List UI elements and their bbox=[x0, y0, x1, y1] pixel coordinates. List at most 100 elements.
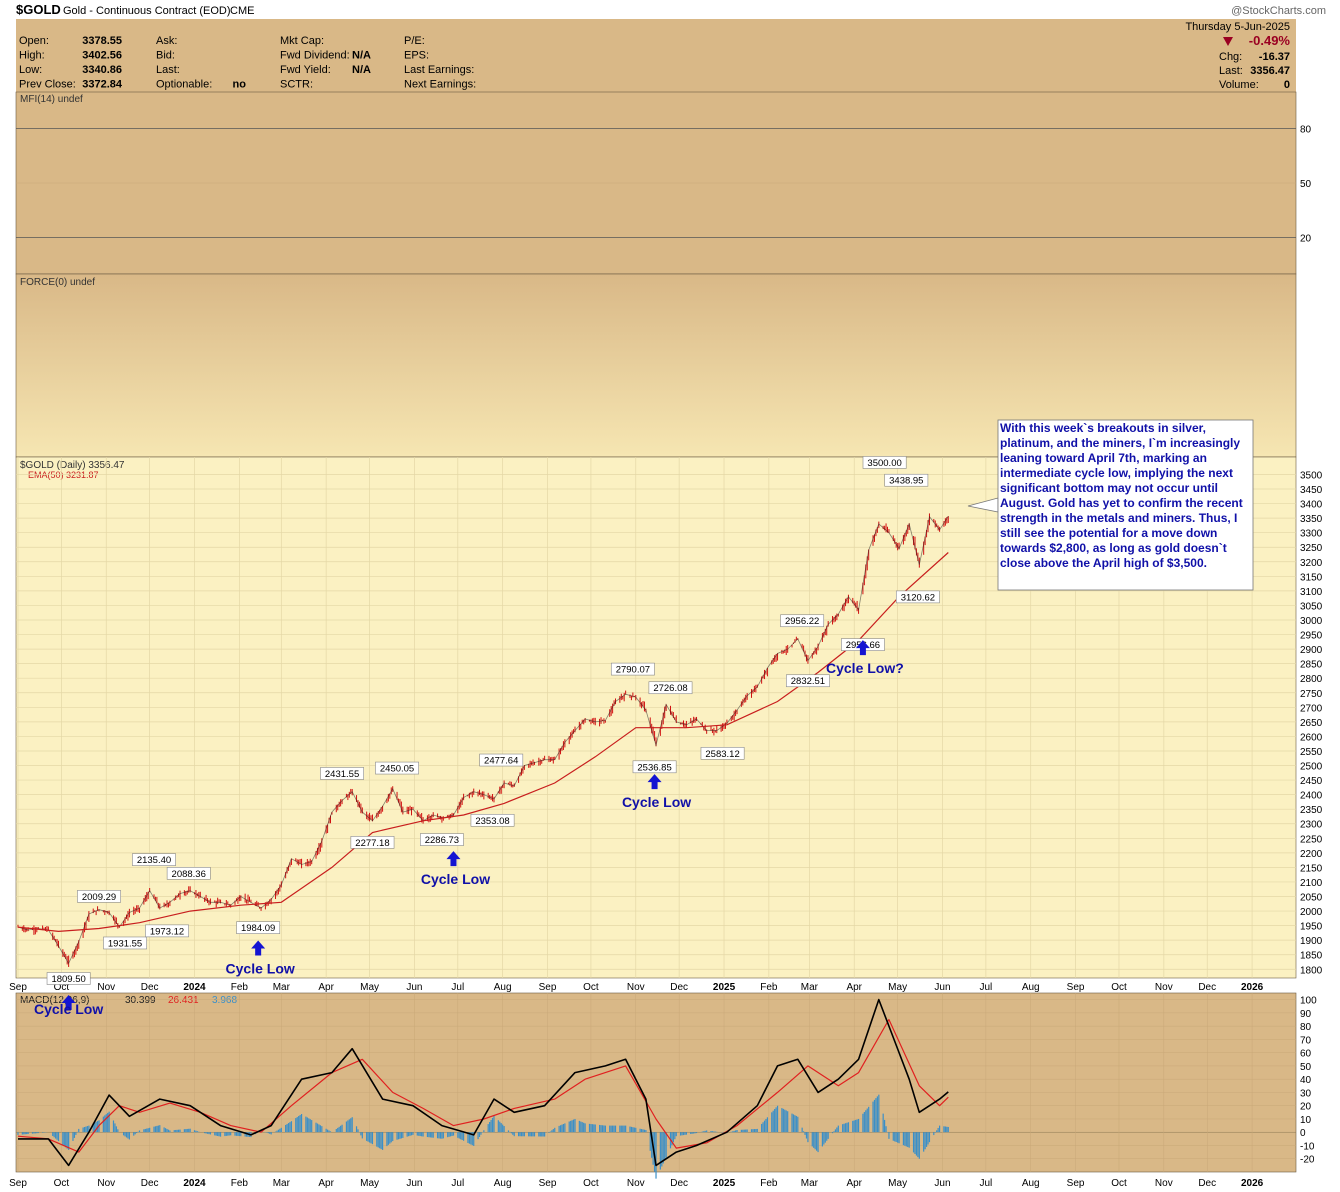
x-tick-label: Dec bbox=[670, 982, 688, 993]
x-tick-label: Sep bbox=[539, 982, 557, 993]
price-tick-label: 2250 bbox=[1300, 834, 1323, 845]
macd-x-tick-label: Aug bbox=[1022, 1178, 1040, 1189]
brand-logo: @StockCharts.com bbox=[1231, 5, 1326, 17]
macd-x-tick-label: Dec bbox=[670, 1178, 688, 1189]
price-label-text: 2790.07 bbox=[616, 665, 650, 676]
price-label-box bbox=[700, 747, 745, 760]
x-tick-label: Dec bbox=[141, 982, 159, 993]
quote-value: no bbox=[233, 79, 247, 91]
macd-x-tick-label: Nov bbox=[1155, 1178, 1173, 1189]
quote-value: N/A bbox=[352, 64, 371, 76]
chg-label: Chg: bbox=[1219, 51, 1242, 63]
price-tick-label: 2850 bbox=[1300, 660, 1323, 671]
macd-tick-label: 90 bbox=[1300, 1009, 1312, 1020]
price-label-text: 2088.36 bbox=[172, 869, 206, 880]
price-tick-label: 1800 bbox=[1300, 965, 1323, 976]
force-title: FORCE(0) undef bbox=[20, 277, 95, 288]
price-label-box bbox=[780, 614, 825, 628]
price-label-text: 2135.40 bbox=[137, 855, 171, 866]
up-arrow-icon bbox=[647, 774, 662, 790]
price-label-box bbox=[375, 761, 419, 775]
price-label-box bbox=[610, 662, 655, 676]
macd-tick-label: 30 bbox=[1300, 1088, 1312, 1099]
price-label-text: 2431.55 bbox=[325, 769, 359, 780]
x-tick-label: Dec bbox=[1198, 982, 1216, 993]
macd-tick-label: 10 bbox=[1300, 1115, 1312, 1126]
price-tick-label: 2450 bbox=[1300, 776, 1323, 787]
x-tick-label: May bbox=[360, 982, 379, 993]
x-tick-label: May bbox=[888, 982, 907, 993]
macd-x-tick-label: Feb bbox=[231, 1178, 249, 1189]
x-tick-label: Aug bbox=[494, 982, 512, 993]
up-arrow-icon bbox=[251, 940, 266, 956]
macd-series bbox=[17, 998, 949, 1179]
contract-name: Gold - Continuous Contract (EOD) bbox=[63, 5, 231, 17]
up-arrow-icon bbox=[446, 851, 461, 867]
quote-label: Fwd Dividend: bbox=[280, 50, 350, 62]
price-tick-label: 2100 bbox=[1300, 878, 1323, 889]
price-tick-label: 2800 bbox=[1300, 674, 1323, 685]
price-tick-label: 3300 bbox=[1300, 529, 1323, 540]
price-label-box bbox=[320, 767, 364, 780]
x-tick-label: 2026 bbox=[1241, 982, 1264, 993]
price-tick-label: 2150 bbox=[1300, 863, 1323, 874]
macd-x-tick-label: Sep bbox=[539, 1178, 557, 1189]
price-tick-label: 2700 bbox=[1300, 703, 1323, 714]
x-tick-label: Mar bbox=[273, 982, 291, 993]
quote-label: Last: bbox=[156, 64, 180, 76]
macd-x-tick-label: Dec bbox=[141, 1178, 159, 1189]
price-tick-label: 3250 bbox=[1300, 543, 1323, 554]
quote-label: Next Earnings: bbox=[404, 79, 476, 91]
x-tick-label: Oct bbox=[583, 982, 599, 993]
quote-date: Thursday 5-Jun-2025 bbox=[1185, 21, 1290, 33]
volume-label: Volume: bbox=[1219, 79, 1259, 91]
price-label-box bbox=[77, 890, 121, 903]
mfi-title: MFI(14) undef bbox=[20, 94, 83, 105]
macd-x-tick-label: Oct bbox=[583, 1178, 599, 1189]
price-tick-label: 2200 bbox=[1300, 849, 1323, 860]
macd-x-tick-label: Sep bbox=[1067, 1178, 1085, 1189]
quote-label: Last Earnings: bbox=[404, 64, 474, 76]
cycle-label: Cycle Low bbox=[622, 794, 691, 810]
macd-x-tick-label: Mar bbox=[273, 1178, 291, 1189]
x-tick-label: Nov bbox=[1155, 982, 1173, 993]
price-label-text: 2009.29 bbox=[82, 892, 116, 903]
quote-label: Low: bbox=[19, 64, 42, 76]
macd-tick-label: 40 bbox=[1300, 1075, 1312, 1086]
macd-tick-label: 60 bbox=[1300, 1049, 1312, 1060]
macd-x-tick-label: May bbox=[888, 1178, 907, 1189]
up-arrow-icon bbox=[855, 640, 870, 656]
macd-x-tick-label: Oct bbox=[54, 1178, 70, 1189]
macd-x-tick-label: Apr bbox=[846, 1178, 862, 1189]
header-bar bbox=[0, 0, 1340, 16]
quote-label: Fwd Yield: bbox=[280, 64, 331, 76]
x-tick-label: Nov bbox=[627, 982, 645, 993]
price-label-box bbox=[420, 833, 464, 846]
macd-tick-label: -10 bbox=[1300, 1141, 1315, 1152]
quote-value: 3402.56 bbox=[82, 50, 122, 62]
price-label-text: 2450.05 bbox=[380, 764, 414, 775]
price-label-text: 1809.50 bbox=[51, 974, 85, 985]
price-label-text: 2583.12 bbox=[705, 749, 739, 760]
price-label-box bbox=[236, 921, 281, 934]
price-label-text: 1984.09 bbox=[241, 923, 275, 934]
price-label-box bbox=[470, 813, 515, 827]
x-tick-label: Mar bbox=[801, 982, 819, 993]
signal-line bbox=[17, 1018, 949, 1153]
quote-label: Mkt Cap: bbox=[280, 35, 324, 47]
macd-line bbox=[18, 998, 949, 1167]
macd-x-tick-label: Nov bbox=[97, 1178, 115, 1189]
price-label-box bbox=[895, 590, 940, 604]
macd-x-tick-label: Jul bbox=[979, 1178, 992, 1189]
price-label-box bbox=[132, 853, 176, 866]
macd-x-tick-label: Jun bbox=[934, 1178, 950, 1189]
price-tick-label: 2550 bbox=[1300, 747, 1323, 758]
cycle-label: Cycle Low bbox=[226, 960, 295, 976]
price-tick-label: 3050 bbox=[1300, 601, 1323, 612]
quote-label: Ask: bbox=[156, 35, 177, 47]
price-label-box bbox=[786, 674, 830, 688]
price-tick-label: 2300 bbox=[1300, 820, 1323, 831]
price-tick-label: 1850 bbox=[1300, 951, 1323, 962]
exchange: CME bbox=[230, 5, 254, 17]
